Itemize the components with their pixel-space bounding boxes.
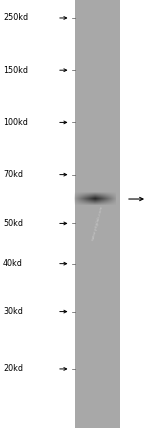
Text: 150kd: 150kd [3,65,28,75]
Text: 20kd: 20kd [3,364,23,374]
Text: 250kd: 250kd [3,13,28,23]
Text: 40kd: 40kd [3,259,23,268]
Text: 50kd: 50kd [3,219,23,228]
Text: 30kd: 30kd [3,307,23,316]
Text: 100kd: 100kd [3,118,28,127]
Text: 70kd: 70kd [3,170,23,179]
Text: www.ptglab.com: www.ptglab.com [91,205,104,241]
Bar [75,0,120,428]
